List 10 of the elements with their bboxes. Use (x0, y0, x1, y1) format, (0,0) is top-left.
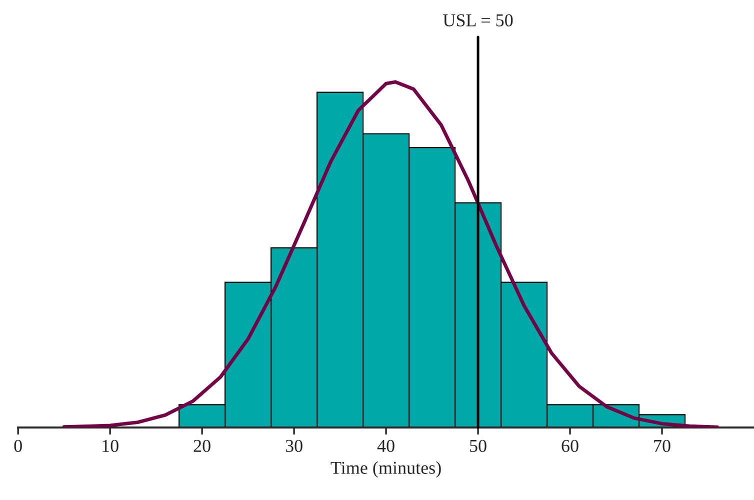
x-tick-label: 30 (286, 440, 302, 452)
x-tick-label: 60 (562, 440, 578, 452)
x-tick-label: 70 (654, 440, 670, 452)
x-tick-label: 40 (377, 440, 394, 452)
x-tick-label: 20 (194, 440, 210, 452)
x-tick-label: 50 (470, 440, 486, 452)
x-tick-label: 10 (102, 440, 118, 452)
x-axis-title: Time (minutes) (330, 461, 441, 478)
ref-line-label: USL = 50 (443, 14, 513, 26)
x-tick-label: 0 (14, 440, 22, 452)
